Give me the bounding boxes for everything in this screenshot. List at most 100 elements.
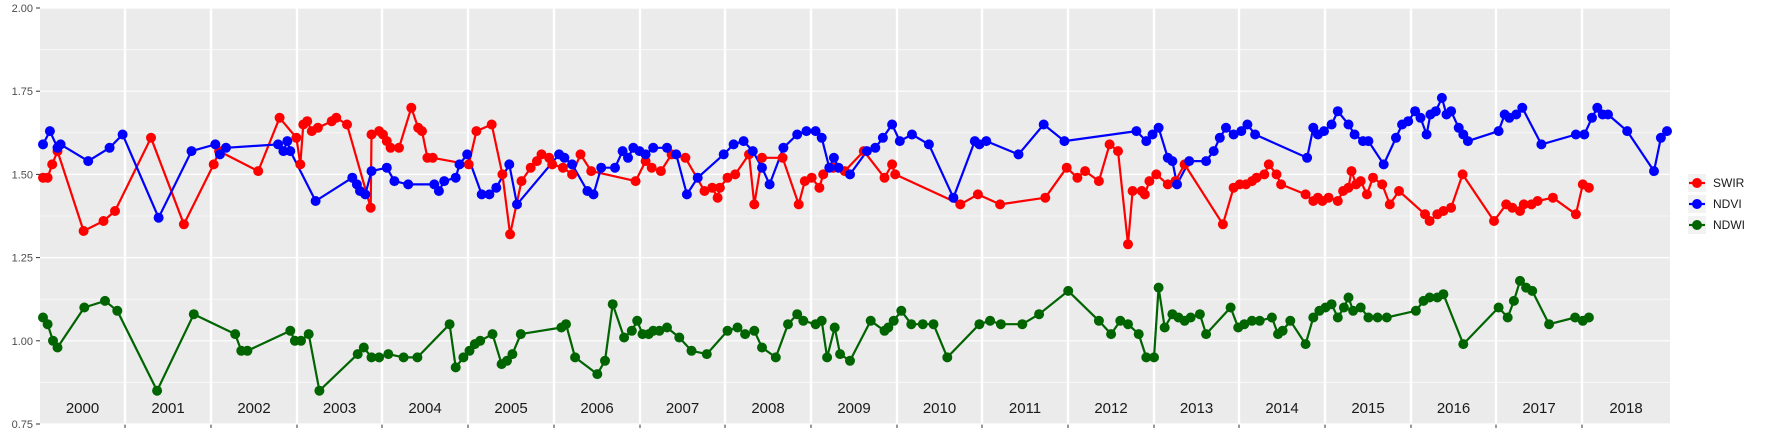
data-point-swir [1361,189,1372,200]
data-point-swir [1144,176,1155,187]
data-point-ndwi [1247,315,1257,326]
data-point-ndwi [352,349,363,360]
data-point-ndvi [153,212,164,223]
data-point-ndwi [1285,315,1296,326]
data-point-ndvi [221,142,231,153]
data-point-ndwi [458,352,469,363]
data-point-ndvi [1147,129,1158,140]
data-point-ndvi [1536,139,1547,150]
data-point-ndvi [1579,129,1590,140]
data-point-ndwi [1034,309,1045,320]
data-point-ndwi [561,319,571,330]
data-point-ndwi [1254,315,1265,326]
data-point-ndwi [732,322,743,333]
year-label-2009: 2009 [837,400,870,417]
year-label-2015: 2015 [1351,400,1384,417]
data-point-ndwi [757,342,767,353]
data-point-swir [806,172,817,183]
data-point-ndvi [1349,129,1360,140]
data-point-ndvi [439,176,450,187]
data-point-ndvi [559,152,570,163]
data-point-ndvi [512,199,522,210]
data-point-swir [110,206,120,216]
data-point-ndwi [366,352,377,363]
data-point-ndvi [778,142,789,153]
data-point-ndwi [654,325,665,336]
data-point-swir [567,169,578,180]
data-point-ndwi [1515,275,1525,286]
data-point-ndvi [923,139,934,150]
data-point-ndvi [671,149,682,160]
y-tick-label: 1.00 [12,336,33,348]
data-point-swir [1263,159,1274,170]
data-point-swir [463,159,474,170]
data-point-ndvi [792,129,803,140]
data-point-ndwi [619,332,630,343]
data-point-ndwi [1508,295,1519,306]
data-point-ndvi [55,139,66,150]
data-point-ndwi [1570,312,1581,323]
data-point-ndvi [907,129,917,140]
data-point-swir [1438,206,1449,216]
data-point-ndwi [632,315,643,326]
data-point-ndvi [887,119,898,130]
data-point-ndwi [835,349,846,360]
data-point-ndvi [1511,109,1522,120]
data-point-ndwi [1355,302,1366,313]
legend-label-ndwi: NDWI [1713,218,1745,232]
data-point-swir [497,169,508,180]
data-point-ndvi [1038,119,1049,130]
data-point-swir [887,159,898,170]
data-point-ndwi [296,335,306,346]
data-point-ndwi [42,319,53,330]
data-point-ndvi [1403,116,1414,127]
data-point-ndvi [1603,109,1613,120]
data-point-ndvi [310,196,321,206]
legend-label-ndvi: NDVI [1713,197,1742,211]
data-point-ndwi [1410,305,1421,316]
data-point-ndvi [381,162,392,173]
data-point-ndvi [1250,129,1261,140]
data-point-ndwi [1348,305,1359,316]
data-point-ndwi [865,315,876,326]
data-point-ndvi [845,169,855,180]
data-point-ndwi [1239,319,1250,330]
data-point-ndvi [816,132,827,143]
data-point-ndvi [728,139,739,150]
data-point-swir [1394,186,1404,196]
data-point-ndvi [1415,112,1426,123]
data-point-ndvi [1302,152,1313,163]
data-point-ndwi [906,319,917,330]
data-point-swir [1570,209,1581,220]
data-point-ndwi [792,309,803,320]
data-point-ndvi [389,176,400,187]
data-point-ndwi [1438,289,1449,300]
data-point-swir [536,149,547,160]
data-point-swir [302,116,313,127]
data-point-ndwi [1225,302,1236,313]
data-point-ndvi [588,189,599,200]
data-point-ndwi [1185,312,1196,323]
data-point-ndwi [928,319,939,330]
data-point-swir [342,119,352,130]
data-point-swir [78,226,89,236]
data-point-ndvi [1517,102,1528,113]
data-point-ndvi [104,142,115,153]
data-point-ndvi [1319,126,1329,137]
data-point-ndwi [985,315,996,326]
data-point-ndwi [230,329,241,340]
data-point-ndwi [1153,282,1164,293]
data-point-ndvi [640,149,651,160]
data-point-swir [1343,182,1354,193]
data-point-ndwi [398,352,409,363]
data-point-ndvi [1649,166,1659,177]
data-point-swir [365,202,376,213]
data-point-swir [630,176,641,187]
data-point-ndwi [1093,315,1104,326]
data-point-swir [707,182,718,193]
data-point-ndvi [567,159,578,170]
data-point-ndwi [1424,292,1435,303]
data-point-ndvi [1228,129,1239,140]
data-point-ndwi [1583,312,1594,323]
